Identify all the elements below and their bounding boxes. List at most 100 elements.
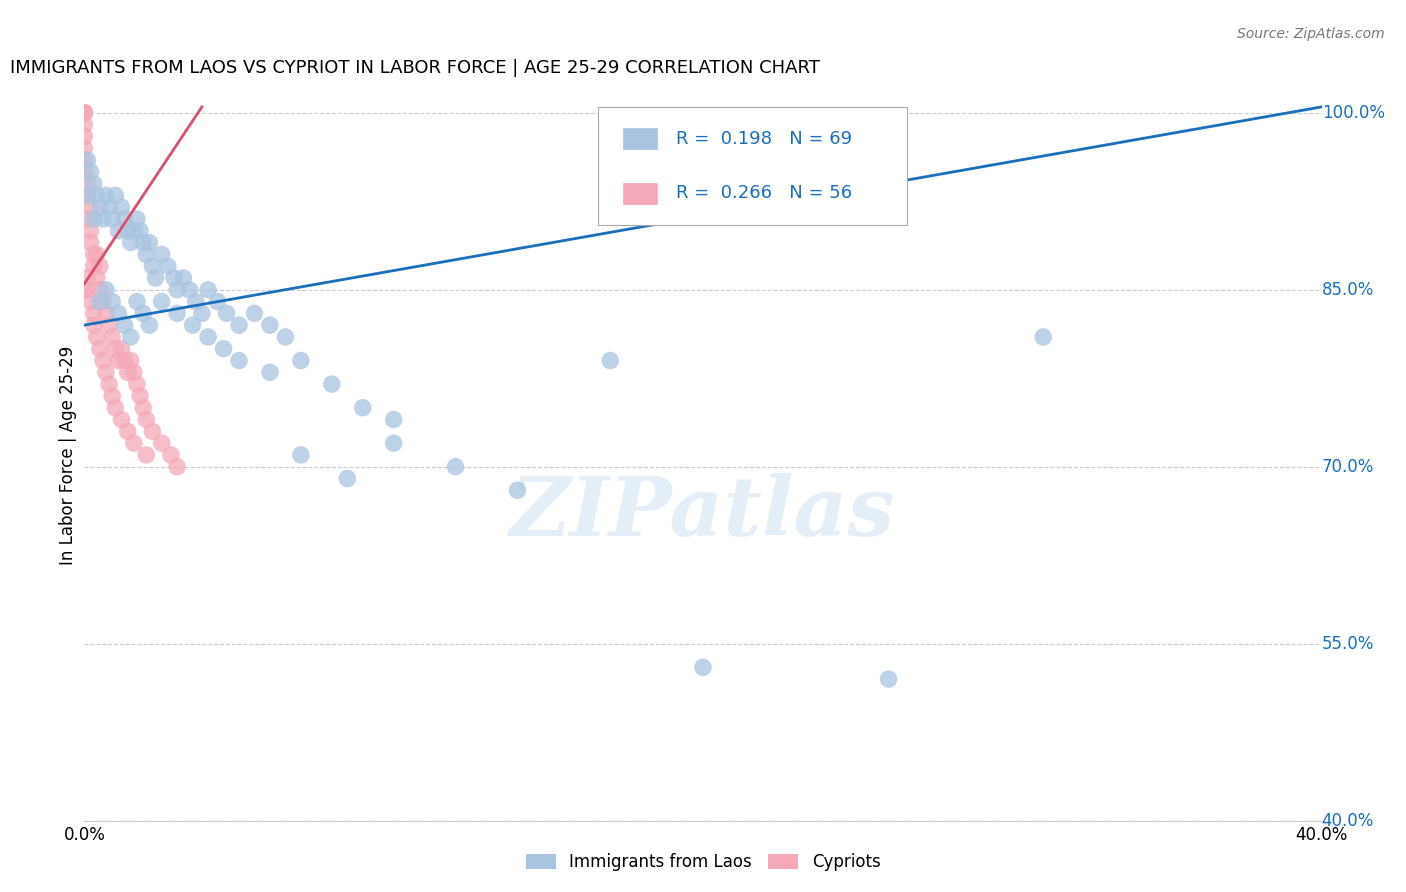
Point: [179, 283, 201, 297]
Point: [274, 330, 297, 344]
Point: [243, 306, 266, 320]
Point: [181, 318, 204, 333]
Point: [98, 200, 121, 214]
FancyBboxPatch shape: [623, 183, 657, 203]
Point: [117, 365, 139, 379]
Point: [83, 318, 105, 333]
Text: 70.0%: 70.0%: [1322, 458, 1374, 475]
Point: [382, 436, 405, 450]
Point: [83, 177, 105, 191]
Point: [104, 401, 127, 415]
Point: [83, 247, 105, 261]
Point: [110, 342, 132, 356]
Y-axis label: In Labor Force | Age 25-29: In Labor Force | Age 25-29: [59, 345, 77, 565]
Point: [107, 306, 129, 320]
Point: [125, 211, 148, 226]
Text: 40.0%: 40.0%: [1322, 812, 1374, 830]
FancyBboxPatch shape: [598, 108, 907, 225]
Point: [76, 271, 98, 285]
Point: [120, 235, 142, 250]
Point: [212, 342, 235, 356]
Point: [98, 318, 121, 333]
Point: [166, 306, 188, 320]
Point: [120, 330, 142, 344]
Point: [76, 153, 98, 167]
Point: [89, 259, 111, 273]
Point: [506, 483, 529, 498]
Point: [101, 330, 124, 344]
Text: 100.0%: 100.0%: [1322, 103, 1385, 122]
Point: [89, 294, 111, 309]
Point: [76, 283, 98, 297]
Point: [207, 294, 229, 309]
Point: [79, 294, 101, 309]
Point: [76, 177, 98, 191]
Point: [89, 342, 111, 356]
Point: [86, 247, 108, 261]
Point: [73, 118, 96, 132]
Point: [91, 353, 114, 368]
Point: [94, 365, 117, 379]
Point: [138, 235, 160, 250]
Point: [73, 105, 96, 120]
Text: 55.0%: 55.0%: [1322, 635, 1374, 653]
Point: [172, 271, 194, 285]
Point: [73, 153, 96, 167]
Point: [166, 459, 188, 474]
Point: [132, 306, 155, 320]
Point: [228, 318, 250, 333]
Point: [86, 188, 108, 202]
Point: [290, 353, 312, 368]
Point: [1032, 330, 1054, 344]
Point: [444, 459, 467, 474]
Point: [692, 660, 714, 674]
Point: [132, 235, 155, 250]
Point: [86, 271, 108, 285]
Point: [83, 211, 105, 226]
Point: [122, 436, 145, 450]
Point: [101, 294, 124, 309]
Point: [101, 211, 124, 226]
Point: [83, 259, 105, 273]
Point: [129, 389, 152, 403]
Point: [120, 353, 142, 368]
Point: [94, 306, 117, 320]
Point: [73, 105, 96, 120]
Point: [184, 294, 207, 309]
Point: [166, 283, 188, 297]
Point: [110, 412, 132, 426]
Point: [135, 448, 157, 462]
Point: [117, 224, 139, 238]
Point: [86, 330, 108, 344]
Point: [104, 188, 127, 202]
Point: [382, 412, 405, 426]
Point: [73, 129, 96, 144]
Text: R =  0.198   N = 69: R = 0.198 N = 69: [676, 129, 852, 147]
Point: [101, 389, 124, 403]
Point: [163, 271, 186, 285]
FancyBboxPatch shape: [623, 128, 657, 149]
Point: [79, 200, 101, 214]
Point: [104, 342, 127, 356]
Point: [156, 259, 179, 273]
Point: [599, 353, 621, 368]
Point: [117, 425, 139, 439]
Point: [79, 165, 101, 179]
Point: [76, 211, 98, 226]
Point: [215, 306, 238, 320]
Point: [141, 259, 163, 273]
Point: [352, 401, 374, 415]
Point: [91, 294, 114, 309]
Point: [79, 224, 101, 238]
Point: [73, 105, 96, 120]
Point: [145, 271, 167, 285]
Point: [290, 448, 312, 462]
Point: [259, 365, 281, 379]
Point: [321, 377, 343, 392]
Point: [114, 318, 136, 333]
Point: [91, 211, 114, 226]
Point: [89, 200, 111, 214]
Point: [132, 401, 155, 415]
Point: [150, 294, 173, 309]
Point: [191, 306, 214, 320]
